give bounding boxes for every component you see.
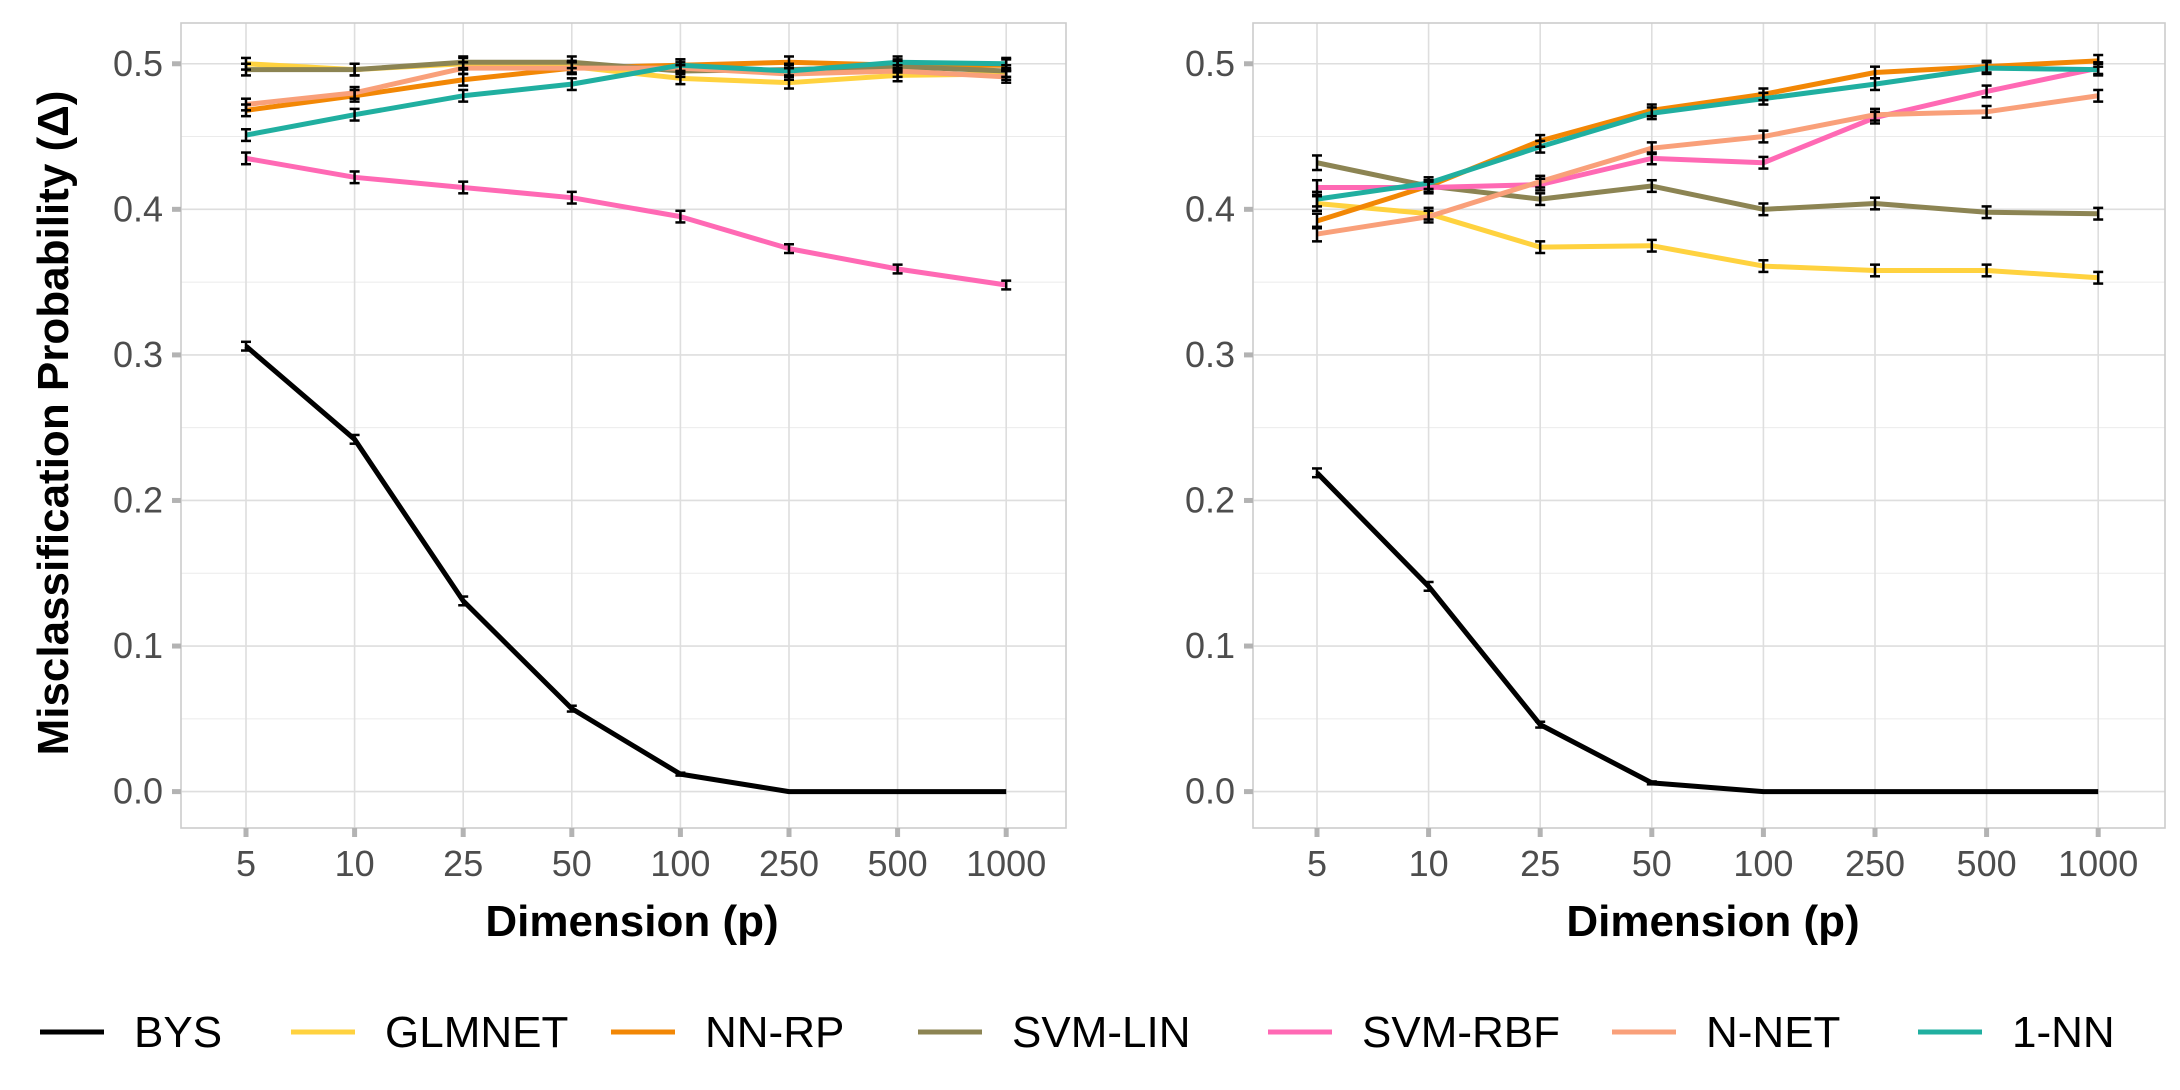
legend-item: NN-RP [611, 1008, 844, 1057]
x-tick-label: 250 [1845, 843, 1905, 884]
legend-label: N-NET [1706, 1008, 1840, 1057]
x-tick-label: 10 [335, 843, 375, 884]
y-tick-label: 0.0 [113, 771, 163, 812]
series-line [1317, 65, 2099, 190]
y-tick-label: 0.2 [1185, 479, 1235, 520]
y-tick-label: 0.5 [1185, 43, 1235, 84]
legend-item: BYS [40, 1008, 222, 1057]
y-tick-label: 0.3 [113, 334, 163, 375]
x-tick-label: 25 [443, 843, 483, 884]
x-tick-label: 100 [1733, 843, 1793, 884]
x-tick-label: 1000 [966, 843, 1046, 884]
y-axis-title: Misclassification Probability (Δ) [29, 91, 78, 756]
y-tick-label: 0.1 [113, 625, 163, 666]
y-tick-label: 0.4 [113, 188, 163, 229]
x-axis-title-right: Dimension (p) [1566, 897, 1859, 946]
x-tick-label: 500 [868, 843, 928, 884]
plot-background [1253, 23, 2165, 828]
legend-label: NN-RP [705, 1008, 844, 1057]
legend-label: SVM-LIN [1012, 1008, 1190, 1057]
x-tick-label: 250 [759, 843, 819, 884]
legend-item: SVM-LIN [918, 1008, 1190, 1057]
legend-label: SVM-RBF [1362, 1008, 1560, 1057]
legend-item: SVM-RBF [1268, 1008, 1560, 1057]
series-line [245, 59, 1007, 138]
series-line [1316, 93, 2099, 237]
legend-label: 1-NN [2012, 1008, 2115, 1057]
series-line [1315, 471, 2099, 795]
x-tick-label: 50 [552, 843, 592, 884]
y-tick-label: 0.4 [1185, 188, 1235, 229]
y-tick-label: 0.2 [113, 479, 163, 520]
x-tick-label: 10 [1409, 843, 1449, 884]
plot-background [181, 23, 1066, 828]
y-tick-label: 0.0 [1185, 771, 1235, 812]
series-line [244, 344, 1007, 795]
series-line [245, 155, 1007, 288]
panel-border [180, 22, 1067, 829]
legend-item: 1-NN [1918, 1008, 2115, 1057]
series-line [1316, 65, 2099, 202]
x-tick-label: 5 [1307, 843, 1327, 884]
chart-panel-left: 0.0 0.1 0.2 0.3 0.4 0.5 5 10 25 50 100 250 500 1000 [113, 22, 1067, 884]
x-tick-label: 100 [650, 843, 710, 884]
legend-item: N-NET [1612, 1008, 1840, 1057]
legend-label: BYS [134, 1008, 222, 1057]
x-axis-title-left: Dimension (p) [485, 897, 778, 946]
x-tick-label: 1000 [2058, 843, 2138, 884]
panel-border [1252, 22, 2166, 829]
x-tick-label: 25 [1520, 843, 1560, 884]
legend: BYS GLMNET NN-RP SVM-LIN SVM-RBF N-NET 1-NN [40, 1008, 2115, 1057]
x-tick-label: 500 [1957, 843, 2017, 884]
series-line [1316, 201, 2099, 281]
y-tick-label: 0.1 [1185, 625, 1235, 666]
chart-panel-right: 0.0 0.1 0.2 0.3 0.4 0.5 5 10 25 50 100 250 500 1000 [1185, 22, 2166, 884]
y-tick-label: 0.3 [1185, 334, 1235, 375]
series-line [245, 65, 1007, 108]
x-tick-label: 5 [236, 843, 256, 884]
x-tick-label: 50 [1632, 843, 1672, 884]
legend-item: GLMNET [291, 1008, 568, 1057]
y-tick-label: 0.5 [113, 43, 163, 84]
legend-label: GLMNET [385, 1008, 568, 1057]
